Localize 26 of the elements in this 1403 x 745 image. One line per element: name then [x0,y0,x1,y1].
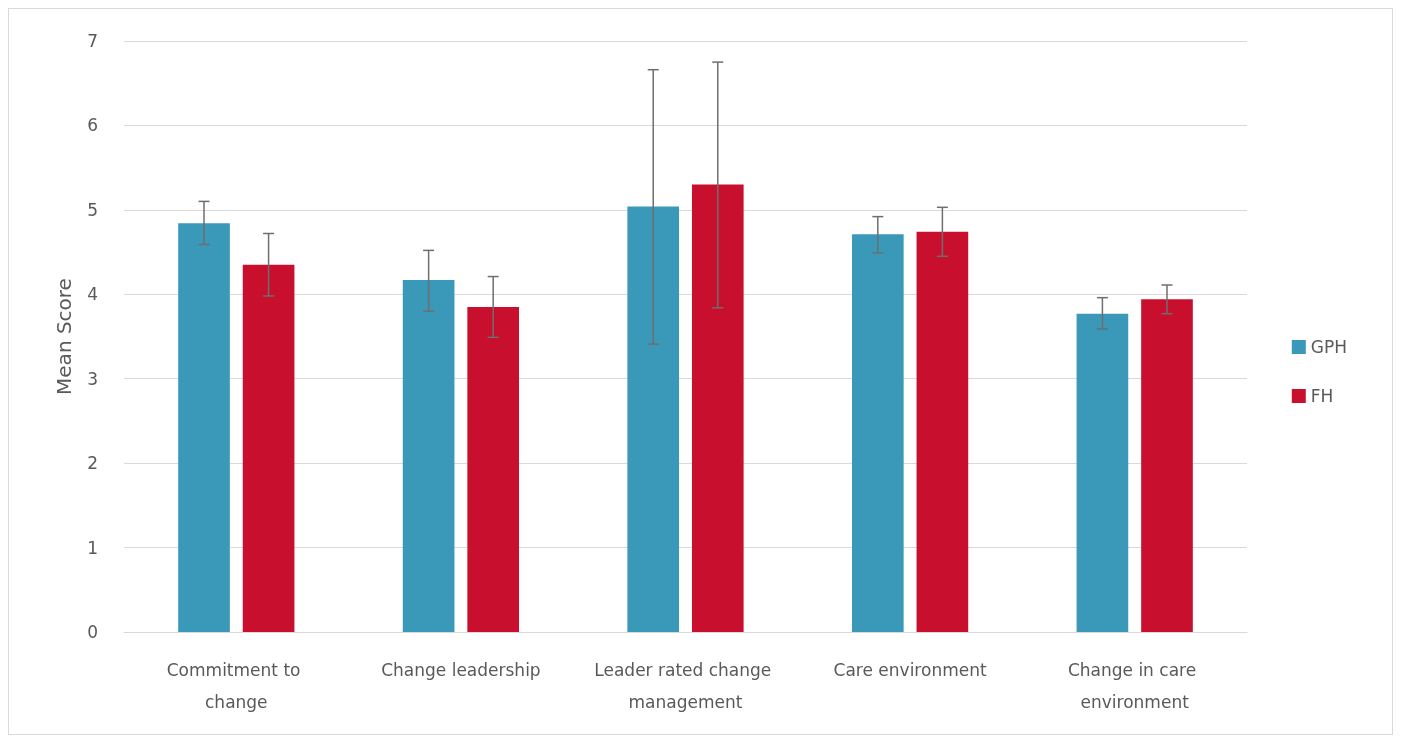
bar [242,264,295,632]
bar [467,306,520,632]
x-tick-label: Leader rated change management [594,660,777,712]
y-tick-label: 6 [87,115,98,136]
y-tick-label: 4 [87,284,98,305]
bar [1141,299,1193,632]
bar [402,279,455,632]
y-tick-label: 0 [87,622,98,642]
x-tick-label: Change leadership [381,660,541,680]
bar [178,223,230,632]
y-tick-label: 5 [87,199,98,220]
y-tick-label: 1 [87,537,98,558]
y-tick-label: 2 [87,453,98,474]
y-tick-label: 7 [87,31,98,51]
bar [627,206,680,632]
legend-label: GPH [1310,337,1348,357]
x-tick-label: Commitment to change [166,660,306,712]
bar [1076,313,1129,632]
y-axis-title: Mean Score [52,278,76,395]
x-tick-label: Care environment [833,660,987,680]
x-tick-label: Change in care environment [1067,660,1202,712]
legend-label: FH [1310,386,1334,406]
y-tick-label: 3 [87,368,98,389]
bar [691,184,744,632]
bar [916,231,969,632]
bar [851,234,904,632]
